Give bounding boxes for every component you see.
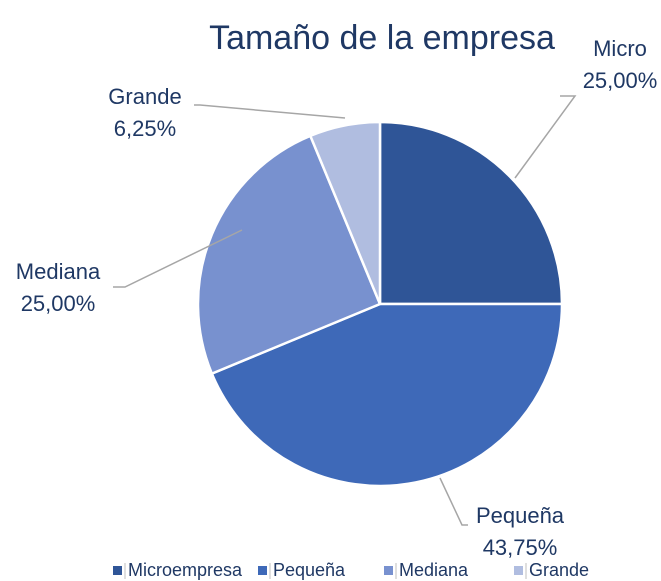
legend-swatch (258, 566, 267, 575)
data-label-name: Mediana (16, 259, 101, 284)
chart-title: Tamaño de la empresa (209, 19, 555, 57)
legend-label: Grande (529, 560, 589, 580)
leader-line (439, 477, 468, 526)
legend-label: Mediana (399, 560, 469, 580)
legend-swatch (384, 566, 393, 575)
leader-line (514, 95, 577, 179)
data-label-value: 6,25% (114, 116, 176, 141)
leader-line (194, 104, 346, 119)
legend-swatch (113, 566, 122, 575)
data-label-value: 25,00% (583, 68, 658, 93)
data-label-name: Grande (108, 84, 181, 109)
data-label-name: Pequeña (476, 503, 565, 528)
legend-label: Microempresa (128, 560, 243, 580)
legend-swatch (514, 566, 523, 575)
leader-line (113, 229, 243, 288)
data-label-name: Micro (593, 36, 647, 61)
pie-slice (210, 302, 564, 488)
pie-slice (378, 120, 564, 306)
legend-label: Pequeña (273, 560, 346, 580)
data-label-value: 25,00% (21, 291, 96, 316)
pie-slice (308, 120, 382, 305)
data-label-value: 43,75% (483, 535, 558, 560)
